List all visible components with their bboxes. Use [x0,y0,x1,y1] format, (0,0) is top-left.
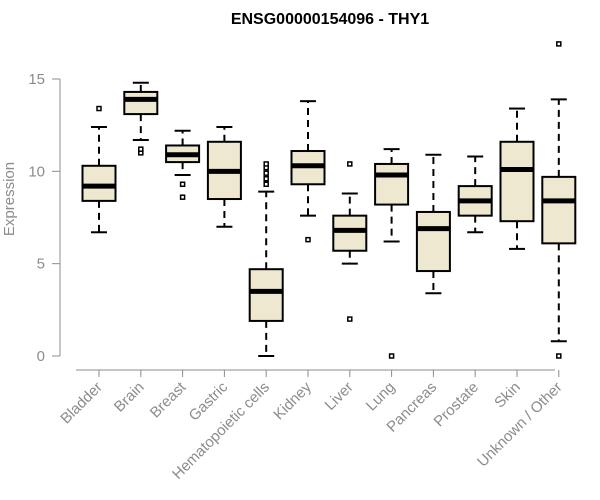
outlier-point [305,236,311,243]
outlier-point [347,316,353,322]
iqr-box [248,268,284,322]
iqr-box [374,162,410,206]
iqr-box [332,214,368,252]
iqr-box [123,90,159,116]
iqr-box [499,140,535,223]
box-2 [165,129,201,200]
box-7 [374,148,410,359]
outlier-point [263,181,269,188]
box-0 [81,105,117,234]
outlier-point [556,353,562,359]
x-tick-label: Brain [111,379,148,416]
box-6 [332,161,368,322]
box-8 [415,153,451,295]
boxes-group [81,41,577,359]
box-9 [457,155,493,234]
y-tick-label: 0 [37,348,45,365]
x-tick-label: Prostate [430,379,482,431]
y-tick-label: 5 [37,256,45,273]
outlier-point [179,181,186,188]
box-10 [499,107,535,250]
outlier-point [556,41,562,47]
y-axis-label: Expression [1,162,18,236]
box-3 [206,126,242,228]
box-11 [541,41,577,359]
x-tick-label: Breast [147,378,190,421]
x-tick-label: Lung [363,379,399,415]
outlier-point [179,194,186,200]
iqr-box [81,164,117,202]
x-tick-label: Bladder [57,379,106,428]
y-ticks: 0 5 10 15 [28,71,60,365]
x-tick-label: Skin [491,379,524,412]
x-tick-label: Kidney [270,378,315,423]
outlier-point [96,105,102,112]
outlier-point [263,175,269,182]
box-4 [248,161,284,357]
y-tick-label: 10 [28,163,45,180]
outlier-point [388,353,395,359]
iqr-box [415,210,451,273]
outlier-point [347,161,353,167]
outlier-point [263,161,269,167]
x-tick-label: Liver [322,379,357,414]
outlier-point [138,146,144,152]
outlier-point [263,170,269,176]
iqr-box [541,175,577,245]
y-tick-label: 15 [28,71,45,88]
box-1 [123,81,159,156]
chart-title: ENSG00000154096 - THY1 [231,11,429,28]
box-5 [290,100,326,243]
